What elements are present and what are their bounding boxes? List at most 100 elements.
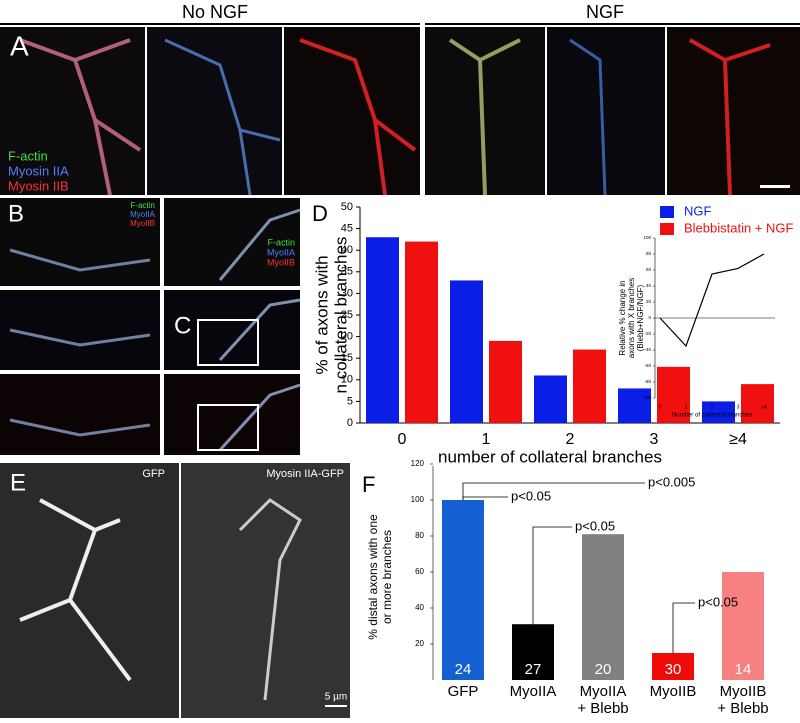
y-tick-label: 40 <box>646 283 652 288</box>
bracket <box>532 526 572 625</box>
y-tick-label: -40 <box>644 347 651 352</box>
panel-label: C <box>174 312 191 339</box>
x-tick-label: GFP <box>448 683 479 700</box>
bar <box>652 653 694 680</box>
x-tick-label: + Blebb <box>577 700 628 717</box>
bar <box>741 384 774 423</box>
line <box>659 253 765 348</box>
bar <box>722 572 764 680</box>
x-tick-label: MyoIIB <box>720 683 767 700</box>
legend-text: MyoIIA <box>267 247 295 257</box>
n-label: 20 <box>595 661 612 678</box>
y-tick-label: 0 <box>648 315 651 320</box>
bar <box>450 280 483 423</box>
bar <box>534 375 567 423</box>
bracket <box>462 496 508 500</box>
bar <box>657 366 690 423</box>
n-label: 27 <box>525 661 542 678</box>
x-tick-label: 2 <box>566 431 575 448</box>
y-tick-label: -80 <box>644 379 651 384</box>
x-tick-label: 2 <box>711 404 714 410</box>
scale-bar-label: 5 µm <box>325 692 347 703</box>
y-tick-label: 15 <box>341 352 353 364</box>
n-label: 24 <box>455 661 472 678</box>
x-tick-label: MyoIIB <box>650 683 697 700</box>
y-tick-label: 45 <box>341 223 353 235</box>
x-tick-label: ≥4 <box>761 404 767 410</box>
y-axis-label: % distal axons with one <box>366 514 380 640</box>
x-tick-label: 3 <box>737 404 740 410</box>
panel-label: E <box>10 469 26 496</box>
legend-text: MyoIIA <box>130 210 156 219</box>
y-tick-label: 30 <box>341 287 353 299</box>
y-tick-label: 25 <box>341 309 353 321</box>
header: No NGF <box>182 2 248 22</box>
y-tick-label: 40 <box>415 603 424 612</box>
bar <box>702 401 735 423</box>
y-tick-label: 20 <box>415 639 424 648</box>
y-tick-label: 80 <box>646 251 652 256</box>
bar <box>442 500 484 680</box>
legend-text: Myosin IIA <box>8 163 69 178</box>
annotation: p<0.05 <box>575 518 615 533</box>
bracket <box>462 482 645 500</box>
caption: GFP <box>142 468 165 480</box>
micrographs <box>0 23 800 718</box>
y-tick-label: 100 <box>643 235 651 240</box>
y-tick-label: 0 <box>347 417 353 429</box>
n-label: 30 <box>665 661 682 678</box>
y-tick-label: 100 <box>411 495 425 504</box>
bar <box>405 241 438 423</box>
legend-text: Blebbistatin + NGF <box>684 220 794 235</box>
y-tick-label: 10 <box>341 374 353 386</box>
y-axis-label: axons with X branches <box>627 278 636 359</box>
y-tick-label: 80 <box>415 531 424 540</box>
legend-text: MyoIIB <box>267 257 295 267</box>
bar <box>582 534 624 680</box>
y-tick-label: 60 <box>415 567 424 576</box>
legend-swatch <box>660 223 674 235</box>
x-tick-label: 3 <box>650 431 659 448</box>
y-axis-label: (Blebb+NGF/NGF) <box>636 284 645 351</box>
legend-text: F-actin <box>131 201 155 210</box>
bracket <box>672 602 695 653</box>
y-tick-label: -20 <box>644 331 651 336</box>
legend-text: MyoIIB <box>130 219 155 228</box>
legend-text: F-actin <box>8 148 48 163</box>
y-tick-label: 5 <box>347 395 353 407</box>
y-axis-label: or more branches <box>380 530 394 624</box>
bar <box>618 388 651 423</box>
y-tick-label: 120 <box>411 459 425 468</box>
panel-label: B <box>8 200 24 227</box>
y-axis-label: n collateral branches <box>331 237 350 394</box>
header: NGF <box>586 2 624 22</box>
panel-label: A <box>10 30 29 61</box>
y-tick-label: 50 <box>341 201 353 213</box>
x-axis-label: Number of collateral branches <box>672 413 752 419</box>
y-tick-label: -60 <box>644 363 651 368</box>
x-tick-label: 0 <box>398 431 407 448</box>
x-tick-label: MyoIIA <box>580 683 627 700</box>
x-tick-label: 1 <box>685 404 688 410</box>
x-tick-label: MyoIIA <box>510 683 557 700</box>
x-axis-label: number of collateral branches <box>438 447 662 466</box>
legend-swatch <box>660 206 674 218</box>
y-tick-label: 40 <box>341 244 353 256</box>
y-tick-label: 20 <box>646 299 652 304</box>
y-axis-label: % of axons with <box>312 255 331 374</box>
panel-label: D <box>312 201 328 226</box>
y-tick-label: 20 <box>341 331 353 343</box>
x-tick-label: + Blebb <box>717 700 768 717</box>
x-tick-label: 1 <box>482 431 491 448</box>
legend-text: F-actin <box>267 237 295 247</box>
caption: Myosin IIA-GFP <box>266 468 344 480</box>
bar <box>512 624 554 680</box>
y-axis-label: Relative % change in <box>618 280 627 355</box>
bar <box>489 340 522 423</box>
annotation: p<0.05 <box>511 488 551 503</box>
legend-text: Myosin IIB <box>8 178 69 193</box>
n-label: 14 <box>735 661 752 678</box>
y-tick-label: 35 <box>341 266 353 278</box>
annotation: p<0.005 <box>648 474 695 489</box>
